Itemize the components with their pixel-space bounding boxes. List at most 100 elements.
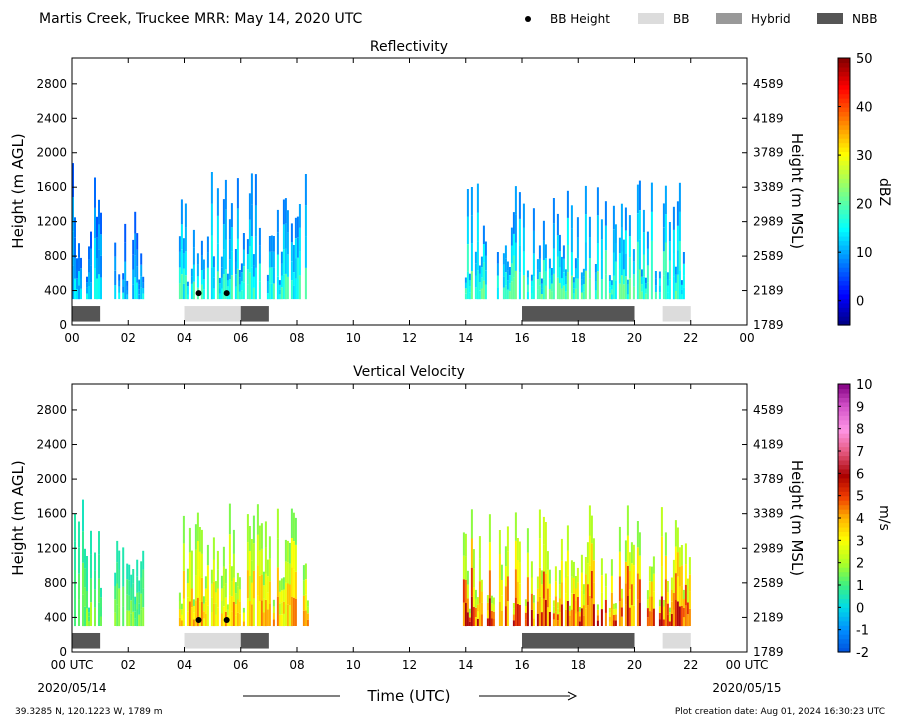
- echo-cell: [94, 589, 96, 608]
- echo-cell: [522, 227, 525, 252]
- echo-cell: [250, 582, 253, 605]
- echo-cell: [464, 277, 467, 283]
- echo-cell: [612, 609, 615, 615]
- y-axis-label-left: Height (m AGL): [9, 460, 27, 575]
- echo-cell: [268, 251, 271, 268]
- echo-cell: [82, 594, 84, 627]
- bb-height-dot: [223, 617, 230, 624]
- echo-cell: [212, 603, 215, 627]
- echo-cell: [276, 567, 279, 597]
- echo-cell: [246, 284, 249, 300]
- echo-cell: [504, 546, 507, 567]
- echo-cell: [260, 600, 263, 626]
- echo-cell: [134, 233, 137, 256]
- echo-cell: [582, 291, 585, 300]
- echo-cell: [100, 587, 102, 598]
- echo-cell: [484, 241, 487, 256]
- legend-bb-swatch: [638, 13, 664, 24]
- colorbar-tick-label: 50: [856, 52, 873, 67]
- bb-class-bar: [522, 632, 635, 649]
- echo-cell: [638, 555, 641, 580]
- echo-cell: [646, 265, 649, 283]
- echo-cell: [282, 577, 285, 590]
- echo-cell: [134, 255, 137, 278]
- echo-cell: [478, 581, 481, 604]
- echo-cell: [588, 258, 591, 279]
- echo-cell: [488, 570, 491, 599]
- colorbar-step: [838, 200, 850, 206]
- echo-cell: [638, 532, 641, 556]
- echo-cell: [86, 591, 88, 609]
- creation-date-text: Plot creation date: Aug 01, 2024 16:30:2…: [675, 707, 885, 717]
- echo-cell: [618, 526, 621, 552]
- echo-cell: [620, 203, 623, 228]
- echo-cell: [114, 242, 117, 257]
- echo-cell: [570, 275, 573, 300]
- echo-cell: [198, 527, 201, 552]
- echo-cell: [572, 277, 575, 283]
- echo-cell: [470, 538, 473, 568]
- echo-cell: [138, 279, 141, 285]
- echo-cell: [642, 254, 645, 277]
- echo-cell: [204, 576, 207, 589]
- echo-cell: [184, 251, 187, 276]
- bb-class-bar: [184, 306, 241, 322]
- echo-cell: [610, 294, 613, 300]
- echo-cell: [186, 597, 189, 612]
- echo-cell: [500, 610, 503, 626]
- echo-cell: [272, 251, 275, 268]
- bb-height-dot: [223, 290, 230, 297]
- echo-cell: [282, 613, 285, 627]
- echo-cell: [638, 210, 641, 240]
- echo-cell: [296, 216, 299, 238]
- echo-cell: [514, 540, 517, 570]
- echo-cell: [548, 278, 551, 289]
- echo-cell: [566, 575, 569, 601]
- echo-cell: [670, 577, 673, 590]
- echo-cell: [464, 293, 467, 300]
- colorbar-step: [838, 249, 850, 255]
- echo-cell: [632, 286, 635, 300]
- echo-cell: [74, 513, 76, 542]
- echo-cell: [216, 271, 219, 300]
- echo-cell: [222, 249, 225, 275]
- echo-cell: [88, 607, 90, 613]
- echo-cell: [538, 272, 541, 286]
- echo-cell: [612, 620, 615, 627]
- echo-cell: [538, 509, 541, 539]
- echo-cell: [618, 268, 621, 284]
- echo-cell: [96, 278, 98, 300]
- echo-cell: [548, 289, 551, 300]
- echo-cell: [202, 279, 205, 290]
- echo-cell: [196, 276, 199, 288]
- echo-cell: [140, 287, 143, 300]
- y-tick-label-right: 3389: [753, 180, 784, 194]
- echo-cell: [126, 290, 129, 295]
- echo-cell: [570, 593, 573, 610]
- echo-cell: [544, 548, 547, 574]
- echo-cell: [236, 208, 239, 239]
- echo-cell: [194, 600, 197, 627]
- echo-cell: [538, 245, 541, 259]
- colorbar-tick-label: 10: [856, 246, 873, 261]
- echo-cell: [132, 239, 135, 255]
- echo-cell: [682, 617, 685, 627]
- echo-cell: [508, 267, 511, 275]
- colorbar-label: m/s: [876, 505, 892, 531]
- echo-cell: [556, 614, 559, 621]
- echo-cell: [132, 284, 135, 300]
- colorbar-step: [838, 397, 850, 403]
- echo-cell: [570, 560, 573, 577]
- echo-cell: [228, 259, 231, 280]
- x-tick-label: 20: [627, 331, 642, 345]
- echo-cell: [564, 609, 567, 627]
- echo-cell: [248, 576, 251, 601]
- echo-cell: [512, 277, 515, 300]
- echo-cell: [526, 277, 529, 285]
- echo-cell: [74, 217, 76, 238]
- echo-cell: [466, 271, 469, 300]
- echo-cell: [540, 612, 543, 626]
- echo-cell: [258, 281, 261, 300]
- echo-cell: [132, 611, 135, 627]
